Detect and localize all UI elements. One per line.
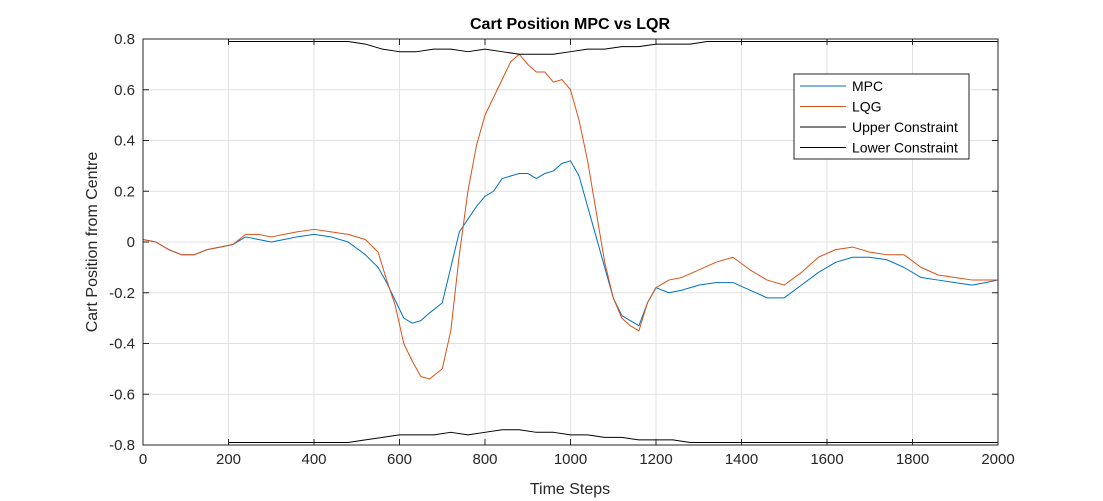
y-tick-label: 0	[127, 234, 135, 251]
chart-title: Cart Position MPC vs LQR	[470, 16, 670, 33]
x-tick-label: 2000	[981, 451, 1014, 468]
legend-label-lqg: LQG	[852, 99, 882, 115]
y-tick-label: 0.8	[114, 31, 135, 48]
y-tick-label: -0.4	[109, 336, 135, 353]
series-layer	[142, 41, 999, 443]
x-tick-label: 1200	[639, 451, 672, 468]
y-tick-label: 0.6	[114, 82, 135, 99]
y-axis-label: Cart Position from Centre	[84, 152, 101, 333]
x-tick-label: 1600	[810, 451, 843, 468]
x-tick-label: 400	[301, 451, 326, 468]
x-tick-label: 1400	[725, 451, 758, 468]
series-line-mpc	[142, 160, 999, 327]
x-tick-label: 0	[139, 451, 147, 468]
legend-label-upper-constraint: Upper Constraint	[852, 119, 958, 135]
x-tick-label: 1800	[896, 451, 929, 468]
series-line-lqg	[142, 53, 998, 380]
legend-label-mpc: MPC	[852, 78, 883, 94]
y-tick-label: 0.4	[114, 133, 135, 150]
x-tick-label: 600	[387, 451, 412, 468]
legend: MPC LQG Upper Constraint Lower Constraint	[793, 73, 970, 160]
y-tick-label: -0.6	[109, 386, 135, 403]
x-tick-label: 1000	[554, 451, 587, 468]
y-tick-label: -0.8	[109, 437, 135, 454]
y-tick-label: -0.2	[109, 285, 135, 302]
x-tick-label: 800	[472, 451, 497, 468]
legend-box	[793, 73, 970, 160]
x-tick-label: 200	[216, 451, 241, 468]
series-line-upper-constraint	[228, 41, 998, 55]
series-line-lower-constraint	[228, 429, 998, 443]
ticks: 0 200 400 600 800 1000 1200 1400 1600 1800 2000 -0.…	[109, 31, 1015, 468]
legend-label-lower-constraint: Lower Constraint	[852, 140, 958, 156]
y-tick-label: 0.2	[114, 183, 135, 200]
x-axis-label: Time Steps	[530, 481, 610, 498]
